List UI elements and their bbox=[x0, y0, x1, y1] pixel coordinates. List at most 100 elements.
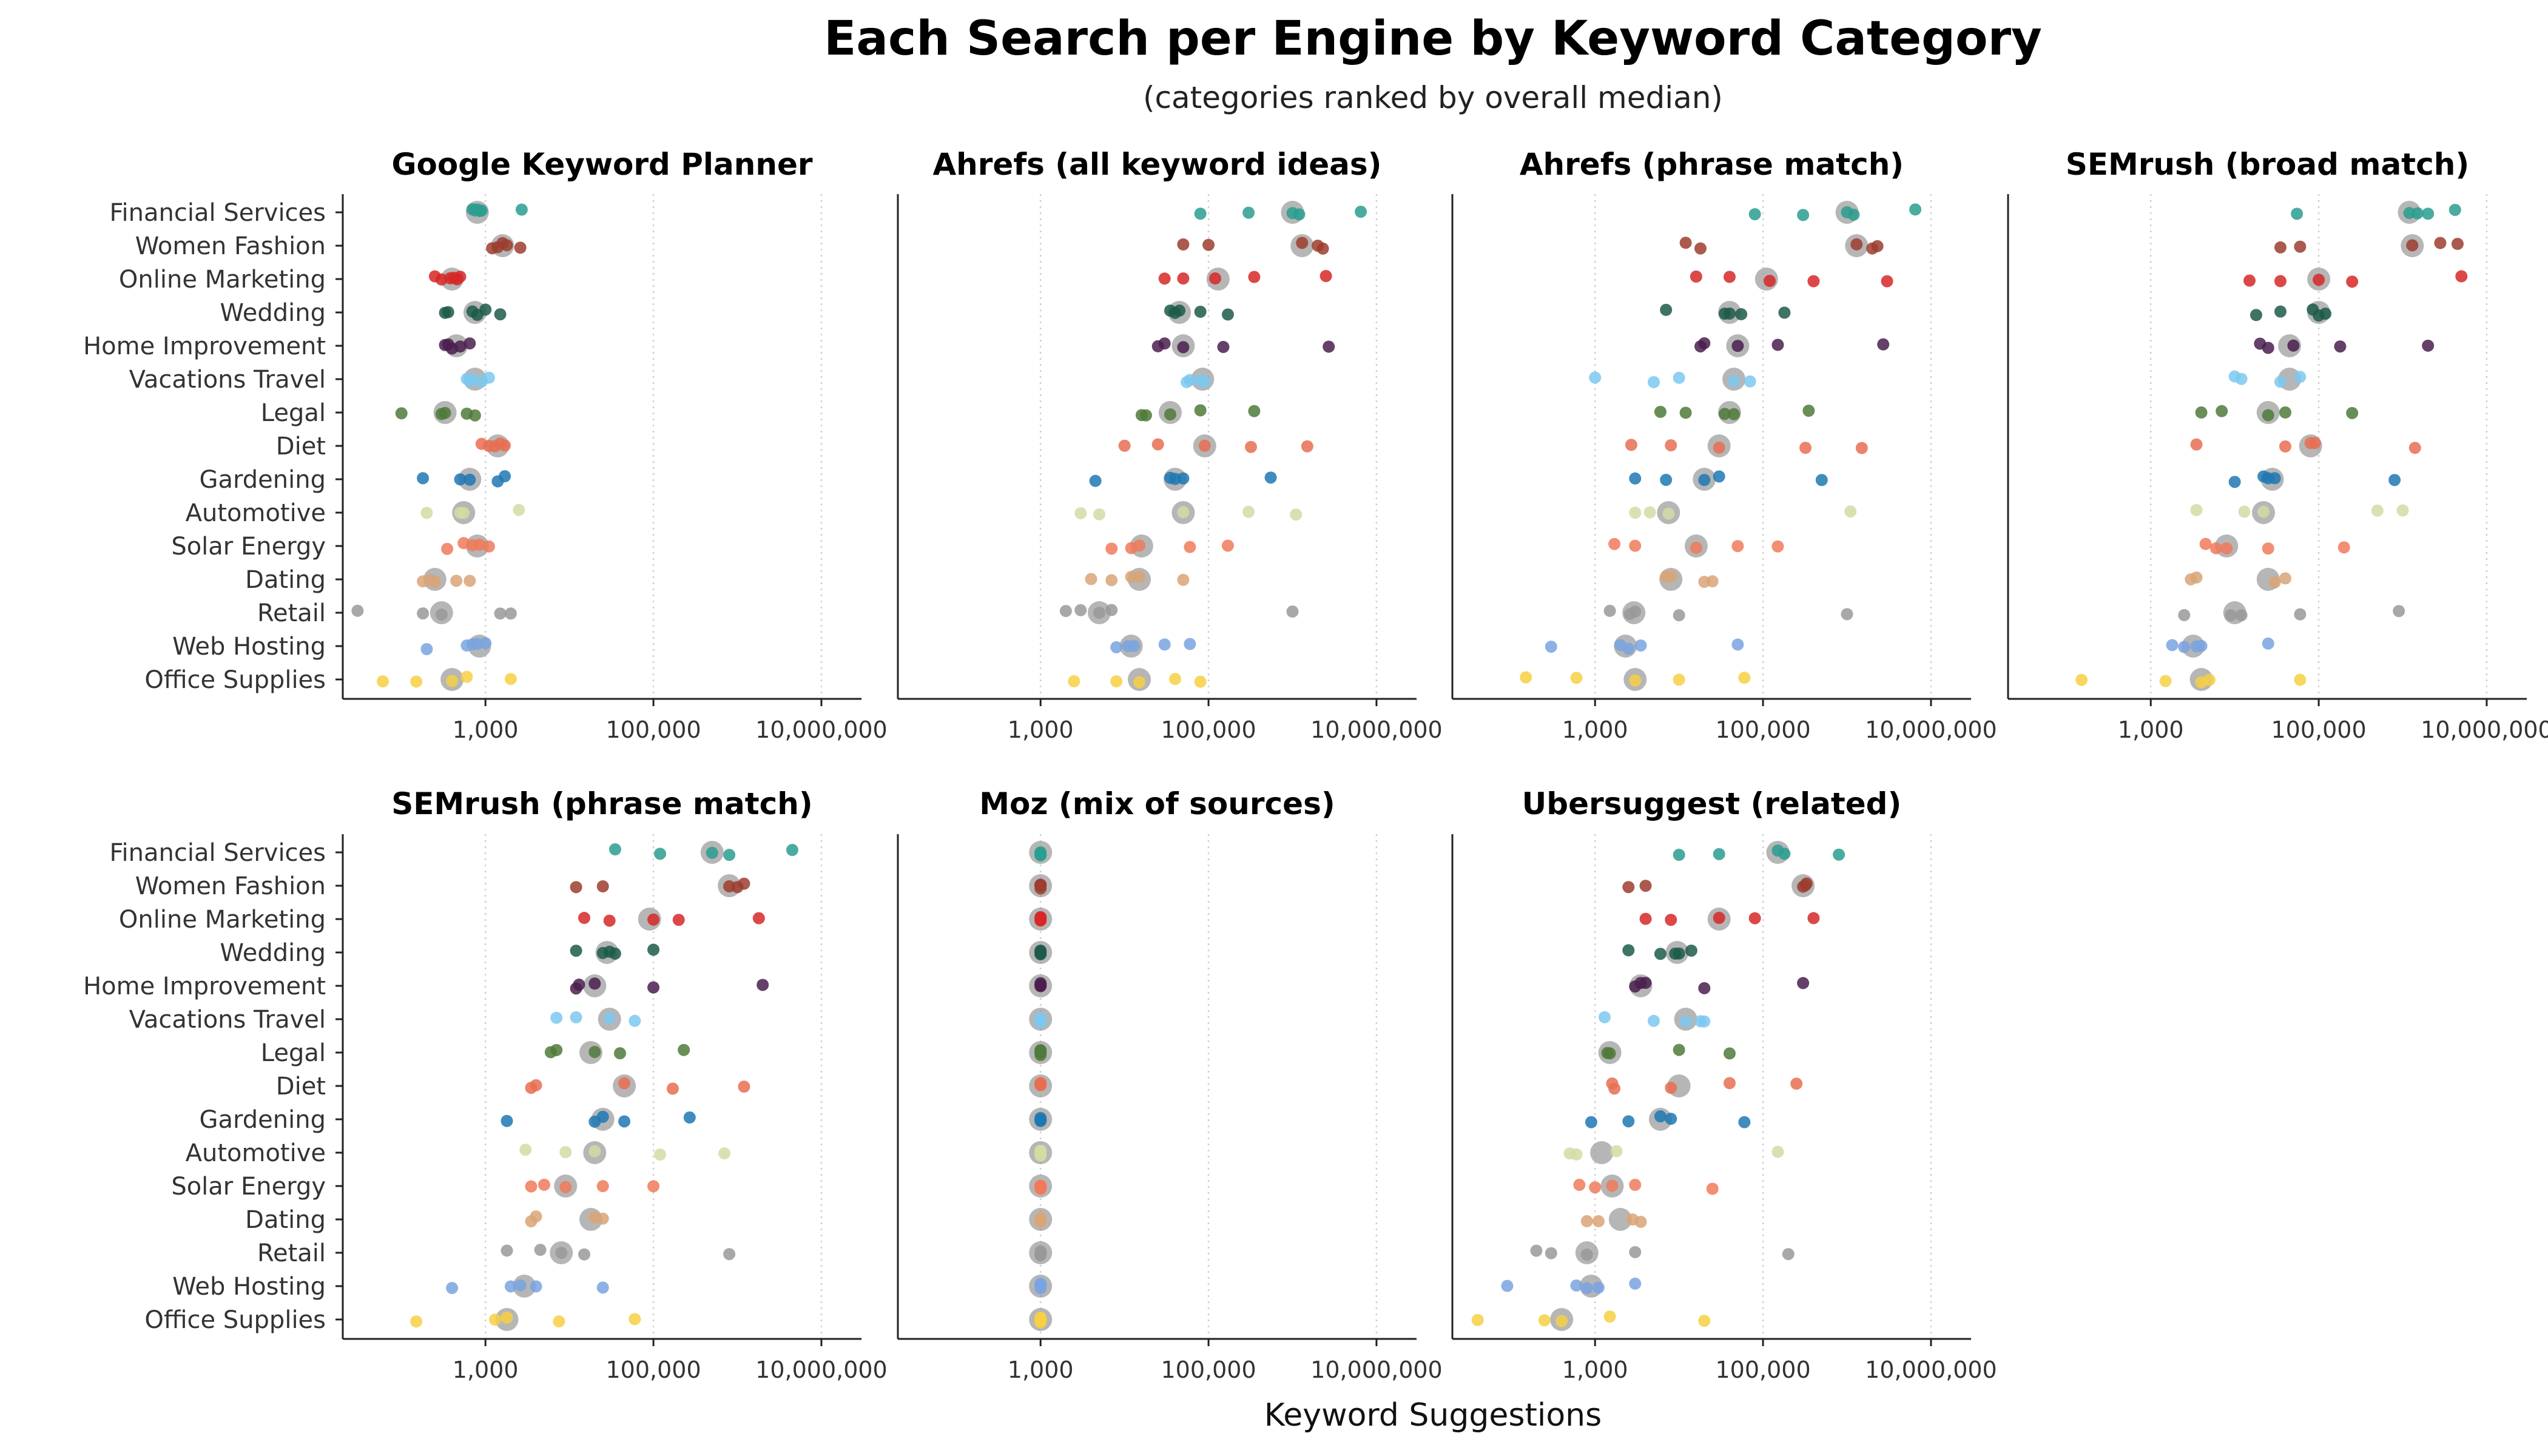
data-point bbox=[786, 844, 798, 857]
data-point bbox=[534, 1244, 547, 1256]
data-point bbox=[2422, 339, 2435, 352]
data-point bbox=[1731, 638, 1744, 651]
data-point bbox=[1296, 237, 1309, 249]
data-point bbox=[515, 203, 528, 216]
data-point bbox=[1184, 374, 1196, 386]
data-point bbox=[417, 472, 430, 485]
data-point bbox=[1771, 339, 1784, 351]
data-point bbox=[2294, 673, 2307, 686]
data-point bbox=[1698, 474, 1711, 487]
data-point bbox=[1034, 1182, 1047, 1195]
data-point bbox=[1629, 605, 1642, 618]
category-label: Home Improvement bbox=[83, 332, 326, 360]
data-point bbox=[2209, 542, 2222, 554]
data-point bbox=[482, 540, 495, 553]
x-tick-label: 1,000 bbox=[453, 1357, 519, 1383]
data-point bbox=[1713, 911, 1725, 924]
panel-title: Ahrefs (all keyword ideas) bbox=[932, 147, 1381, 182]
data-point bbox=[757, 979, 769, 991]
data-point bbox=[1290, 508, 1303, 521]
data-point bbox=[1790, 1077, 1803, 1090]
data-point bbox=[499, 439, 511, 452]
category-label: Legal bbox=[261, 399, 326, 427]
data-point bbox=[1706, 1182, 1719, 1195]
category-label: Automotive bbox=[186, 499, 326, 527]
data-point bbox=[435, 608, 448, 621]
data-point bbox=[1665, 439, 1677, 451]
data-point bbox=[2235, 609, 2248, 622]
data-point bbox=[479, 303, 492, 316]
data-point bbox=[1184, 541, 1196, 553]
data-point bbox=[573, 979, 585, 991]
data-point bbox=[1177, 506, 1190, 519]
data-point bbox=[1034, 846, 1047, 858]
data-point bbox=[410, 1315, 423, 1328]
data-point bbox=[1242, 505, 1255, 518]
data-point bbox=[2238, 505, 2251, 518]
data-point bbox=[1844, 505, 1857, 518]
data-point bbox=[1847, 208, 1860, 221]
x-tick-label: 1,000 bbox=[1008, 1357, 1074, 1383]
data-point bbox=[504, 607, 517, 620]
data-point bbox=[428, 576, 441, 588]
data-point bbox=[1093, 607, 1105, 619]
data-point bbox=[1799, 442, 1812, 454]
x-axis-label: Keyword Suggestions bbox=[1264, 1397, 1602, 1434]
data-point bbox=[504, 673, 517, 686]
panel-title: Google Keyword Planner bbox=[391, 147, 812, 182]
data-point bbox=[488, 1313, 501, 1326]
data-point bbox=[1068, 675, 1080, 687]
data-point bbox=[666, 1082, 679, 1095]
data-point bbox=[1738, 1116, 1751, 1128]
data-point bbox=[1723, 1047, 1736, 1060]
data-point bbox=[500, 1244, 513, 1257]
data-point bbox=[1105, 604, 1118, 616]
x-tick-label: 1,000 bbox=[2118, 716, 2184, 743]
data-point bbox=[1158, 337, 1171, 350]
data-point bbox=[2274, 305, 2287, 318]
data-point bbox=[2225, 609, 2237, 622]
data-point bbox=[2346, 275, 2359, 288]
data-point bbox=[1177, 573, 1190, 586]
panel-title: Moz (mix of sources) bbox=[979, 786, 1335, 821]
data-point bbox=[647, 943, 660, 956]
data-point bbox=[1782, 1248, 1795, 1261]
data-point bbox=[514, 241, 527, 254]
data-point bbox=[1592, 1281, 1605, 1294]
category-label: Home Improvement bbox=[83, 972, 326, 1000]
data-point bbox=[1654, 405, 1667, 418]
data-point bbox=[1673, 1043, 1685, 1056]
data-point bbox=[1133, 539, 1146, 552]
data-point bbox=[1728, 408, 1741, 420]
data-point bbox=[2228, 476, 2241, 488]
category-label: Web Hosting bbox=[172, 633, 326, 661]
data-point bbox=[2268, 576, 2281, 588]
x-tick-label: 1,000 bbox=[1562, 716, 1628, 743]
data-point bbox=[2274, 376, 2287, 388]
x-tick-label: 100,000 bbox=[606, 716, 701, 743]
x-tick-label: 10,000,000 bbox=[755, 1357, 888, 1383]
data-point bbox=[1589, 371, 1602, 384]
data-point bbox=[723, 849, 736, 861]
data-point bbox=[1629, 507, 1642, 519]
data-point bbox=[550, 1011, 563, 1024]
data-point bbox=[1034, 979, 1047, 992]
data-point bbox=[2220, 542, 2233, 554]
panel-title: Ubersuggest (related) bbox=[1522, 786, 1902, 821]
data-point bbox=[1074, 604, 1087, 616]
data-point bbox=[1815, 474, 1828, 487]
data-point bbox=[608, 843, 621, 856]
data-point bbox=[1660, 473, 1673, 486]
data-point bbox=[1202, 238, 1215, 251]
data-point bbox=[2199, 538, 2212, 550]
data-point bbox=[603, 914, 616, 927]
data-point bbox=[1471, 1313, 1484, 1326]
data-point bbox=[530, 1280, 542, 1293]
data-point bbox=[1841, 608, 1853, 621]
data-point bbox=[1217, 340, 1230, 353]
data-point bbox=[1731, 340, 1744, 352]
data-point bbox=[2274, 241, 2287, 254]
data-point bbox=[1034, 945, 1047, 957]
data-point bbox=[530, 1210, 542, 1223]
